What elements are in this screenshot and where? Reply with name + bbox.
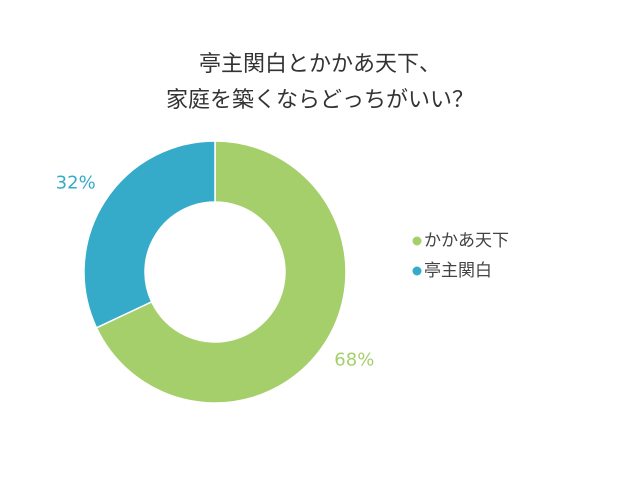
data-label: 68% bbox=[334, 349, 374, 370]
legend-marker bbox=[412, 266, 422, 276]
legend-label: 亭主関白 bbox=[424, 261, 492, 281]
chart-title: 亭主関白とかかあ天下、 bbox=[199, 52, 441, 77]
donut-slice bbox=[95, 140, 347, 404]
legend-marker bbox=[412, 236, 422, 246]
donut-slice bbox=[83, 140, 216, 329]
legend-label: かかあ天下 bbox=[424, 231, 509, 251]
chart-title: 家庭を築くならどっちがいい？ bbox=[166, 88, 474, 113]
data-label: 32% bbox=[56, 173, 96, 194]
